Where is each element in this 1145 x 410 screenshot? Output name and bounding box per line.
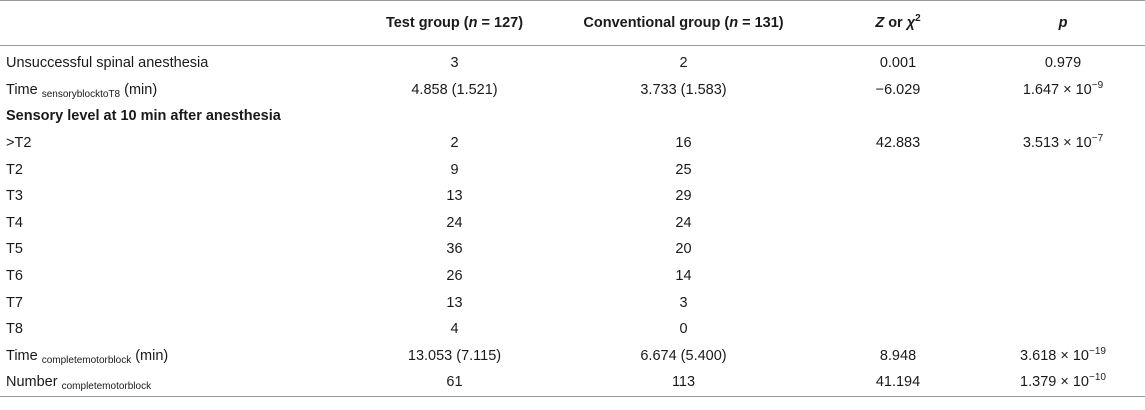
table-row: T4 24 24 [0,210,1145,237]
section-label: Sensory level at 10 min after anesthesia [6,108,281,125]
stat-value [815,156,981,183]
header-blank [0,0,357,46]
stat-value [815,236,981,263]
table-row: Number completemotorblock 61 113 41.194 … [0,369,1145,397]
stat-value [815,183,981,210]
test-value: 13 [446,294,463,311]
row-label: T2 [6,161,23,178]
table-row: >T2 2 16 42.883 3.513 × 10−7 [0,130,1145,157]
test-value: 61 [357,369,552,397]
p-value [981,263,1145,290]
header-conventional-group: Conventional group (n = 131) [552,0,815,46]
stat-value: 0.001 [879,55,917,72]
test-value: 13 [446,188,463,205]
p-value [981,210,1145,237]
section-row: Sensory level at 10 min after anesthesia [0,103,1145,130]
conv-value: 6.674 (5.400) [640,347,727,364]
row-label: T7 [6,294,23,311]
p-value: 1.379 × 10−10 [981,369,1145,397]
table-row: T6 26 14 [0,263,1145,290]
table-row: T5 36 20 [0,236,1145,263]
row-label: T3 [6,188,23,205]
conv-value: 3 [679,294,688,311]
row-label: Time completemotorblock (min) [6,347,169,366]
conv-value: 16 [675,135,692,152]
test-value: 9 [450,161,459,178]
table-row: T3 13 29 [0,183,1145,210]
p-value: 0.979 [1044,55,1082,72]
stat-value: 8.948 [879,347,917,364]
row-label: Time sensoryblocktoT8 (min) [6,81,158,100]
conv-value: 14 [675,268,692,285]
p-value: 3.618 × 10−19 [1020,345,1106,364]
test-value: 2 [450,135,459,152]
table-row: T2 9 25 [0,156,1145,183]
row-label: T4 [6,214,23,231]
table-row: Time completemotorblock (min) 13.053 (7.… [0,343,1145,370]
stat-value: 41.194 [815,369,981,397]
p-value [981,183,1145,210]
conv-value: 3.733 (1.583) [640,81,727,98]
test-value: 13.053 (7.115) [407,347,502,364]
p-value [981,236,1145,263]
conv-value: 20 [675,241,692,258]
row-label: T8 [6,321,23,338]
conv-value: 0 [679,321,688,338]
p-value [981,156,1145,183]
row-label: Unsuccessful spinal anesthesia [6,55,209,72]
row-label: >T2 [6,135,32,152]
results-table: Test group (n = 127) Conventional group … [0,0,1145,397]
test-value: 4.858 (1.521) [411,81,498,98]
table-row: T7 13 3 [0,289,1145,316]
test-value: 36 [446,241,463,258]
row-label: Number completemotorblock [0,369,357,397]
test-value: 26 [446,268,463,285]
header-statistic: Z or χ2 [815,0,981,46]
test-value: 24 [446,214,463,231]
table-row: Time sensoryblocktoT8 (min) 4.858 (1.521… [0,77,1145,104]
table-row: T8 4 0 [0,316,1145,343]
stat-value [815,316,981,343]
conv-value: 2 [679,55,688,72]
test-value: 3 [450,55,459,72]
conv-value: 24 [675,214,692,231]
p-value [981,316,1145,343]
p-value [981,289,1145,316]
stat-value [815,289,981,316]
row-label: T6 [6,268,23,285]
p-value: 3.513 × 10−7 [1022,133,1104,152]
stat-value: 42.883 [875,135,921,152]
table-row: Unsuccessful spinal anesthesia 3 2 0.001… [0,46,1145,77]
conv-value: 113 [552,369,815,397]
conv-value: 29 [675,188,692,205]
header-p-value: p [981,0,1145,46]
row-label: T5 [6,241,23,258]
header-row: Test group (n = 127) Conventional group … [0,0,1145,46]
header-test-group: Test group (n = 127) [357,0,552,46]
stat-value: −6.029 [875,81,921,98]
conv-value: 25 [675,161,692,178]
stat-value [815,210,981,237]
test-value: 4 [450,321,459,338]
p-value: 1.647 × 10−9 [1022,79,1104,98]
stat-value [815,263,981,290]
